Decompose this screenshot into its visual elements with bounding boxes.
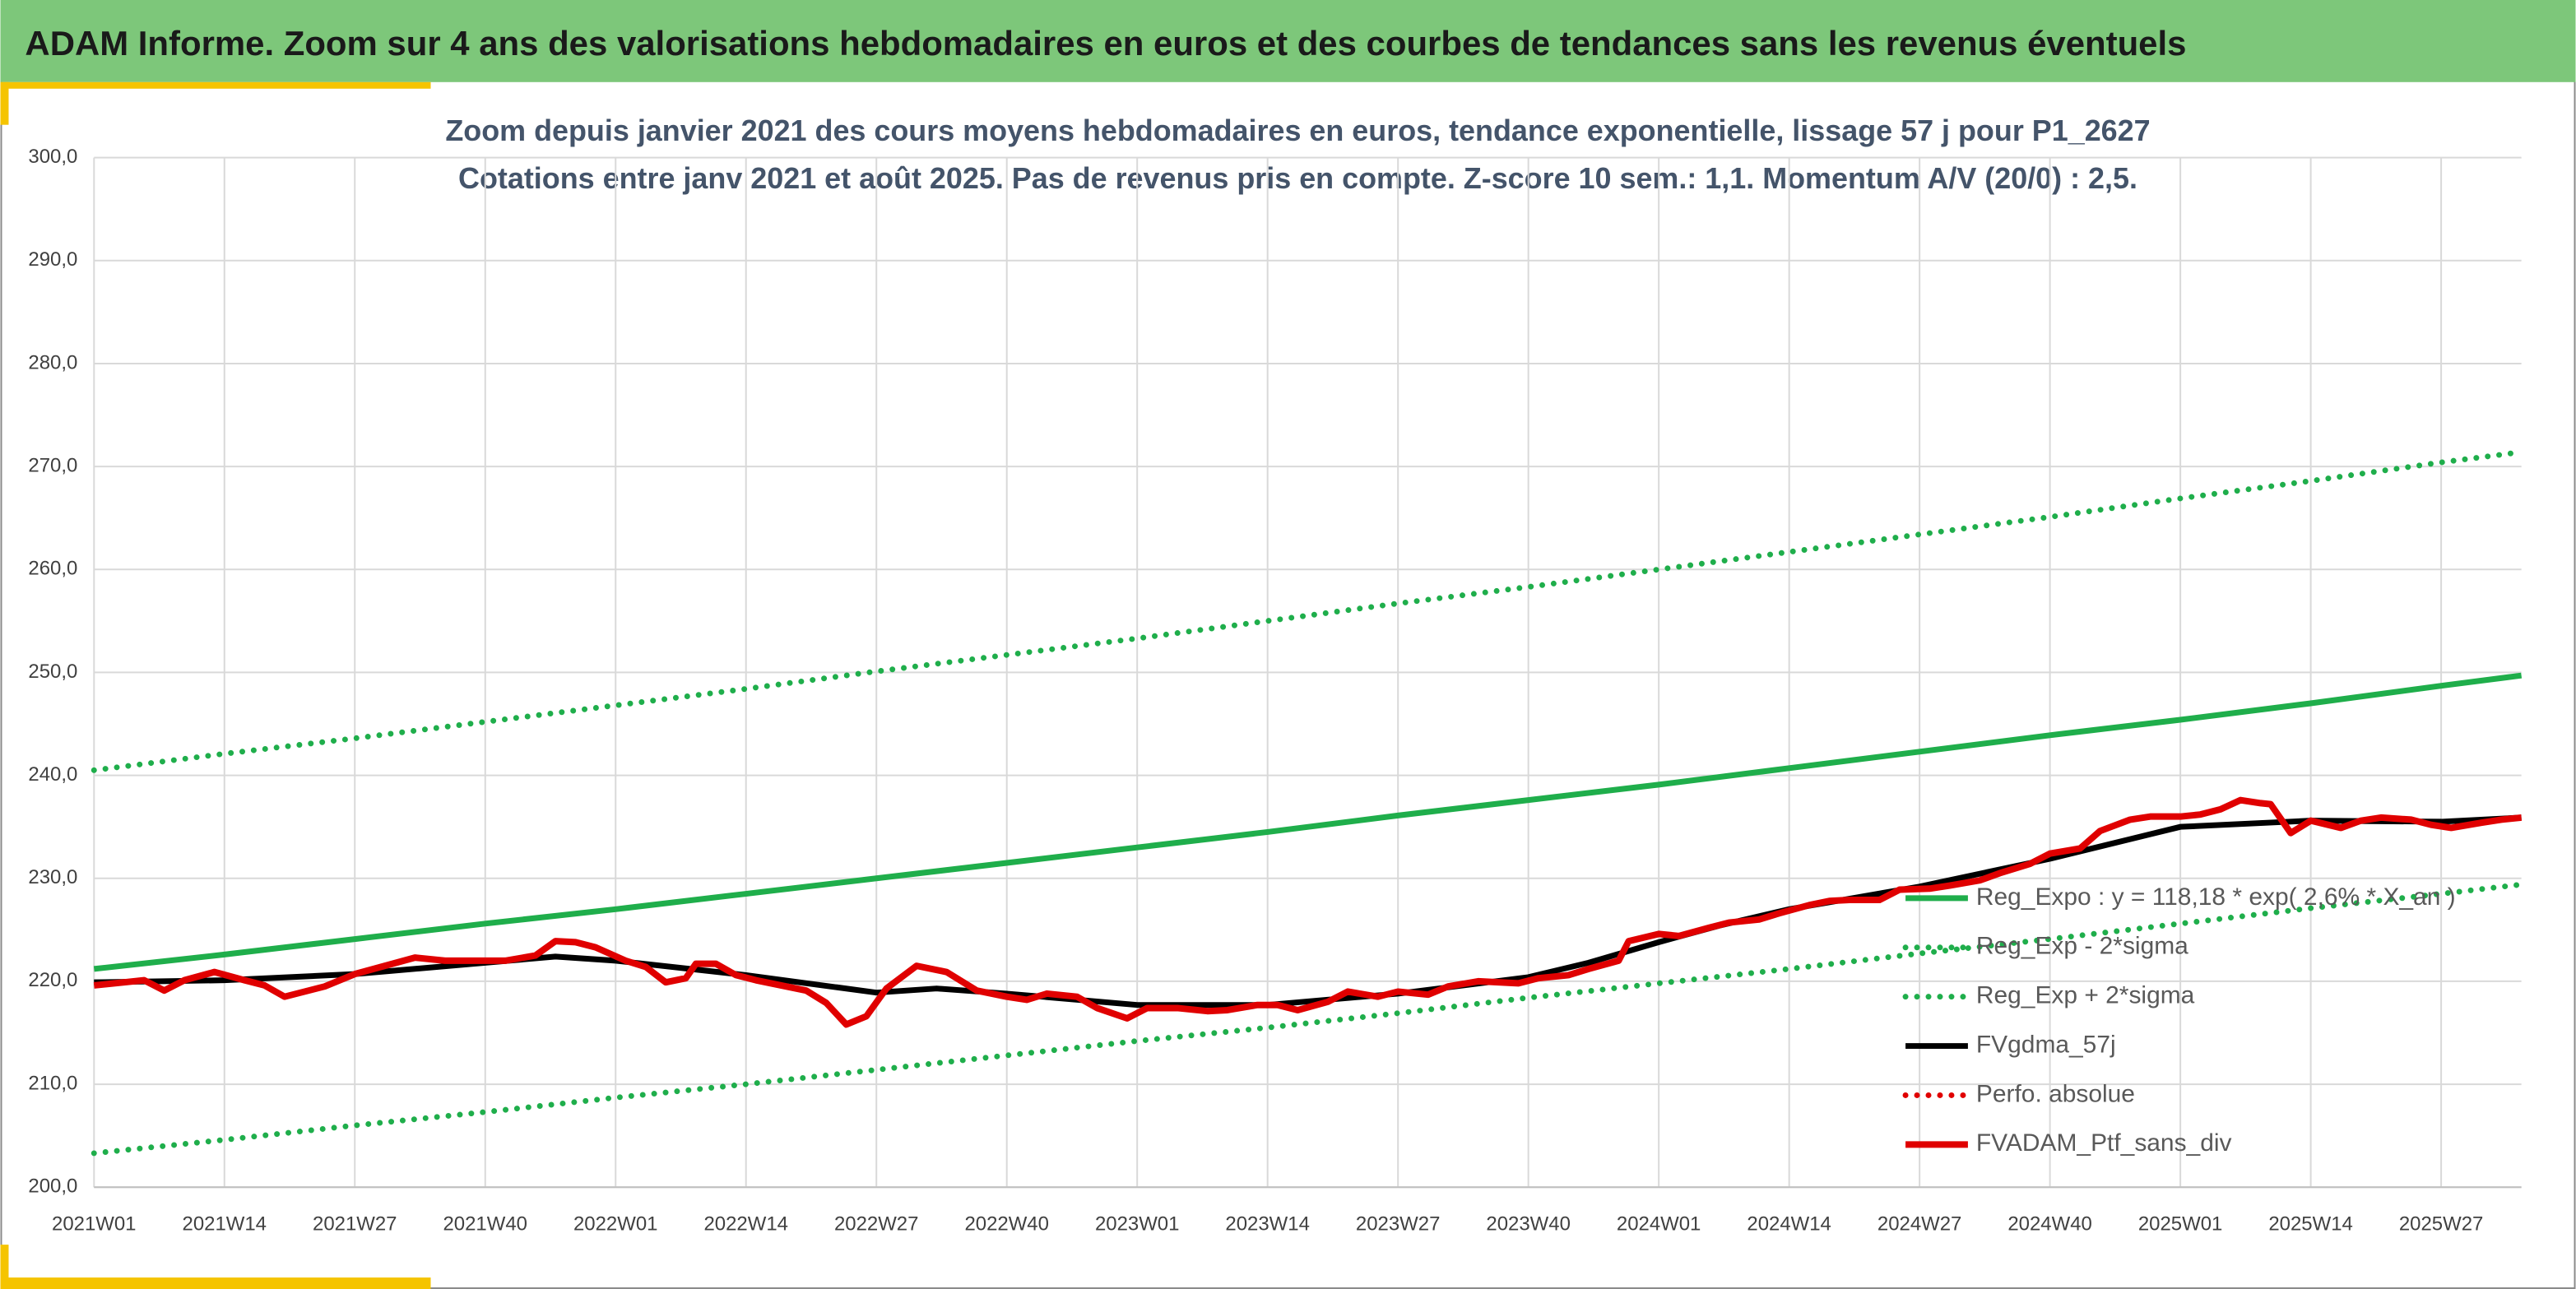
legend-label: Perfo. absolue	[1976, 1080, 2135, 1107]
legend-label: Reg_Expo : y = 118,18 * exp( 2,6% * X_an…	[1976, 883, 2456, 911]
legend-label: FVgdma_57j	[1976, 1031, 2116, 1058]
x-tick-label: 2021W40	[443, 1212, 527, 1235]
y-tick-label: 280,0	[28, 351, 77, 373]
header-bar	[0, 0, 2576, 82]
y-tick-label: 270,0	[28, 454, 77, 476]
y-tick-label: 220,0	[28, 969, 77, 991]
chart-subtitle: Cotations entre janv 2021 et août 2025. …	[458, 161, 2137, 195]
x-tick-label: 2023W01	[1095, 1212, 1179, 1235]
x-tick-label: 2025W01	[2138, 1212, 2222, 1235]
y-tick-label: 260,0	[28, 558, 77, 580]
series-line	[93, 672, 2523, 972]
y-tick-label: 300,0	[28, 146, 77, 168]
legend-label: Reg_Exp + 2*sigma	[1976, 982, 2195, 1009]
y-tick-label: 210,0	[28, 1072, 77, 1094]
y-tick-label: 230,0	[28, 866, 77, 888]
x-tick-label: 2024W40	[2007, 1212, 2091, 1235]
series-line	[93, 796, 2523, 1028]
y-tick-label: 200,0	[28, 1175, 77, 1198]
x-tick-label: 2024W27	[1877, 1212, 1961, 1235]
x-tick-label: 2022W40	[964, 1212, 1048, 1235]
y-tick-label: 290,0	[28, 248, 77, 271]
x-tick-label: 2024W01	[1617, 1212, 1701, 1235]
x-tick-label: 2025W14	[2268, 1212, 2352, 1235]
x-tick-label: 2023W14	[1225, 1212, 1309, 1235]
x-tick-label: 2025W27	[2399, 1212, 2483, 1235]
x-tick-label: 2022W01	[573, 1212, 657, 1235]
legend-label: Reg_Exp - 2*sigma	[1976, 933, 2188, 960]
x-tick-label: 2024W14	[1747, 1212, 1831, 1235]
x-tick-label: 2021W14	[183, 1212, 267, 1235]
x-tick-label: 2022W27	[834, 1212, 918, 1235]
chart-title: Zoom depuis janvier 2021 des cours moyen…	[445, 114, 2150, 147]
accent	[0, 81, 431, 89]
x-tick-label: 2022W14	[703, 1212, 787, 1235]
x-tick-label: 2021W01	[52, 1212, 136, 1235]
accent	[0, 1245, 9, 1289]
accent	[0, 81, 9, 125]
x-tick-label: 2023W40	[1486, 1212, 1570, 1235]
x-tick-label: 2023W27	[1356, 1212, 1440, 1235]
series-line	[91, 449, 2525, 773]
series-line	[91, 881, 2525, 1157]
y-tick-label: 250,0	[28, 661, 77, 683]
page-title: ADAM Informe. Zoom sur 4 ans des valoris…	[25, 24, 2186, 63]
accent	[0, 1277, 431, 1289]
y-tick-label: 240,0	[28, 763, 77, 786]
x-tick-label: 2021W27	[313, 1212, 397, 1235]
legend-label: FVADAM_Ptf_sans_div	[1976, 1129, 2232, 1157]
